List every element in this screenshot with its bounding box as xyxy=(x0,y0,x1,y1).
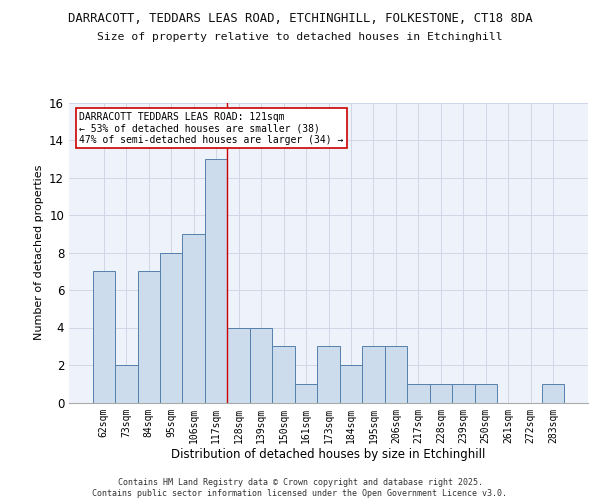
Bar xyxy=(430,384,452,402)
Bar xyxy=(475,384,497,402)
Bar xyxy=(227,328,250,402)
Text: Contains HM Land Registry data © Crown copyright and database right 2025.
Contai: Contains HM Land Registry data © Crown c… xyxy=(92,478,508,498)
Bar xyxy=(542,384,565,402)
Bar xyxy=(182,234,205,402)
Bar xyxy=(160,252,182,402)
Bar xyxy=(137,271,160,402)
Bar xyxy=(362,346,385,403)
Y-axis label: Number of detached properties: Number of detached properties xyxy=(34,165,44,340)
Bar xyxy=(295,384,317,402)
Bar xyxy=(205,159,227,402)
X-axis label: Distribution of detached houses by size in Etchinghill: Distribution of detached houses by size … xyxy=(172,448,485,461)
Bar xyxy=(92,271,115,402)
Bar xyxy=(272,346,295,403)
Bar xyxy=(340,365,362,403)
Bar xyxy=(115,365,137,403)
Bar xyxy=(452,384,475,402)
Bar xyxy=(317,346,340,403)
Text: DARRACOTT TEDDARS LEAS ROAD: 121sqm
← 53% of detached houses are smaller (38)
47: DARRACOTT TEDDARS LEAS ROAD: 121sqm ← 53… xyxy=(79,112,344,144)
Bar xyxy=(407,384,430,402)
Bar xyxy=(250,328,272,402)
Bar xyxy=(385,346,407,403)
Text: DARRACOTT, TEDDARS LEAS ROAD, ETCHINGHILL, FOLKESTONE, CT18 8DA: DARRACOTT, TEDDARS LEAS ROAD, ETCHINGHIL… xyxy=(68,12,532,26)
Text: Size of property relative to detached houses in Etchinghill: Size of property relative to detached ho… xyxy=(97,32,503,42)
